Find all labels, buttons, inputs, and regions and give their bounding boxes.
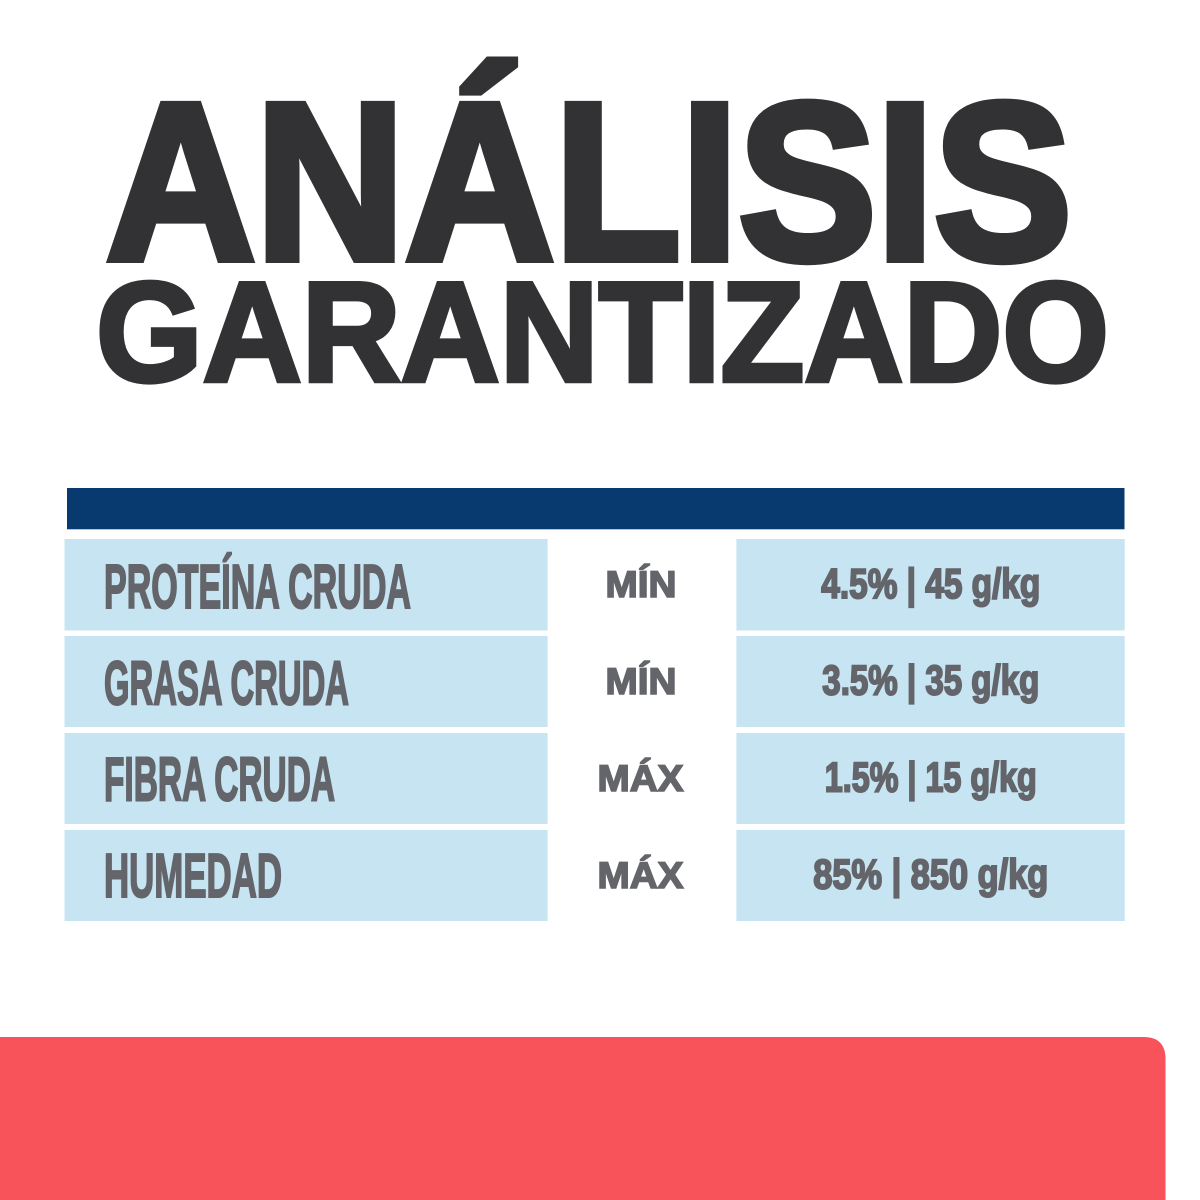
svg-text:MÍN: MÍN xyxy=(606,564,677,605)
svg-text:ANÁLISIS: ANÁLISIS xyxy=(106,57,1072,307)
svg-text:PROTEÍNA CRUDA: PROTEÍNA CRUDA xyxy=(104,553,411,622)
svg-text:GARANTIZADO: GARANTIZADO xyxy=(96,253,1109,412)
svg-text:FIBRA CRUDA: FIBRA CRUDA xyxy=(104,746,335,815)
svg-text:GRASA CRUDA: GRASA CRUDA xyxy=(104,650,349,719)
svg-text:1.5% | 15 g/kg: 1.5% | 15 g/kg xyxy=(825,754,1037,802)
svg-text:4.5% | 45 g/kg: 4.5% | 45 g/kg xyxy=(821,560,1040,608)
svg-text:85% | 850 g/kg: 85% | 850 g/kg xyxy=(813,851,1048,899)
svg-text:MÁX: MÁX xyxy=(598,855,684,896)
svg-text:HUMEDAD: HUMEDAD xyxy=(104,842,282,911)
svg-text:3.5% | 35 g/kg: 3.5% | 35 g/kg xyxy=(822,657,1039,705)
svg-text:MÍN: MÍN xyxy=(606,661,677,702)
svg-text:MÁX: MÁX xyxy=(598,758,684,799)
